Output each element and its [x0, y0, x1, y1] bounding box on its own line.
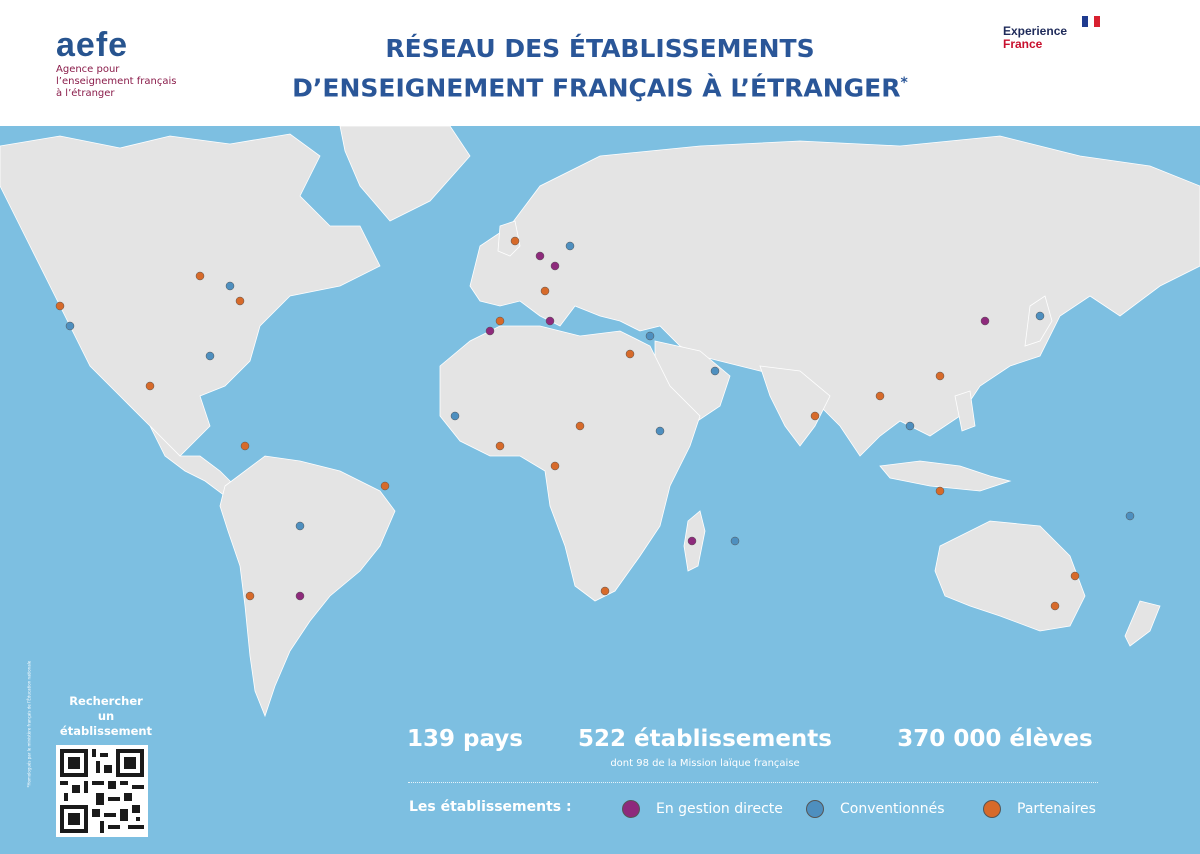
partner-logo-line-2: France — [1003, 37, 1043, 51]
logo-word: aefe — [56, 26, 129, 64]
school-marker — [730, 536, 740, 546]
school-marker — [935, 371, 945, 381]
school-marker — [550, 461, 560, 471]
legend-label: Conventionnés — [840, 801, 945, 817]
school-marker — [687, 536, 697, 546]
stat-schools-note: dont 98 de la Mission laïque française — [610, 758, 800, 769]
school-marker — [205, 351, 215, 361]
british-isles — [497, 220, 521, 257]
legend-item-conventionnes: Conventionnés — [806, 798, 945, 820]
school-marker — [540, 286, 550, 296]
school-marker — [55, 301, 65, 311]
school-marker — [1035, 311, 1045, 321]
school-marker — [235, 296, 245, 306]
school-marker — [625, 349, 635, 359]
qr-label: Rechercher un établissement — [56, 694, 156, 739]
eurasia — [469, 135, 1200, 457]
greenland — [339, 126, 471, 222]
logo-subtitle-line: à l’étranger — [56, 88, 115, 99]
legend-divider — [408, 782, 1098, 783]
philippines — [954, 390, 976, 432]
school-marker — [195, 271, 205, 281]
south-america — [219, 455, 396, 718]
school-marker — [145, 381, 155, 391]
continents — [0, 126, 1200, 718]
school-marker — [295, 591, 305, 601]
qr-label-line-1: Rechercher — [69, 694, 143, 708]
australia — [934, 520, 1086, 632]
school-marker — [510, 236, 520, 246]
japan — [1024, 295, 1053, 347]
school-marker — [485, 326, 495, 336]
school-marker — [535, 251, 545, 261]
legend-dot-icon — [983, 800, 1001, 818]
stat-schools: 522 établissements — [578, 726, 832, 752]
partner-logo-line-1: Experience — [1003, 24, 1068, 38]
africa — [439, 325, 701, 602]
logo-subtitle-line: Agence pour — [56, 64, 120, 75]
qr-search-block[interactable]: Rechercher un établissement — [56, 694, 156, 837]
legend-dot-icon — [806, 800, 824, 818]
school-marker — [245, 591, 255, 601]
school-marker — [240, 441, 250, 451]
header: aefe Agence pour l’enseignement français… — [0, 0, 1200, 126]
school-marker — [905, 421, 915, 431]
school-marker — [65, 321, 75, 331]
school-marker — [1050, 601, 1060, 611]
legend-title: Les établissements : — [409, 799, 572, 815]
school-marker — [575, 421, 585, 431]
qr-label-line-2: un établissement — [59, 709, 153, 738]
school-marker — [550, 261, 560, 271]
school-marker — [1125, 511, 1135, 521]
school-marker — [655, 426, 665, 436]
stat-countries: 139 pays — [407, 726, 523, 752]
qr-code[interactable] — [56, 745, 148, 837]
indonesia — [879, 460, 1012, 492]
school-marker — [1070, 571, 1080, 581]
logo-subtitle-line: l’enseignement français — [56, 76, 177, 87]
indian-subcontinent — [759, 365, 831, 447]
logo-subtitle: Agence pour l’enseignement français à l’… — [56, 64, 176, 100]
school-marker — [495, 441, 505, 451]
footnote: *Homologués par le ministère français de… — [24, 640, 34, 790]
school-markers — [55, 236, 1135, 611]
legend-label: En gestion directe — [656, 801, 783, 817]
title-line-1: RÉSEAU DES ÉTABLISSEMENTS — [385, 34, 815, 63]
legend-dot-icon — [622, 800, 640, 818]
school-marker — [600, 586, 610, 596]
title-line-2-text: D’ENSEIGNEMENT FRANÇAIS À L’ÉTRANGER — [292, 73, 901, 103]
school-marker — [810, 411, 820, 421]
school-marker — [980, 316, 990, 326]
school-marker — [545, 316, 555, 326]
school-marker — [225, 281, 235, 291]
school-marker — [875, 391, 885, 401]
stat-students: 370 000 élèves — [897, 726, 1093, 752]
school-marker — [380, 481, 390, 491]
school-marker — [295, 521, 305, 531]
school-marker — [710, 366, 720, 376]
french-flag-icon — [1082, 16, 1100, 27]
legend-item-partenaires: Partenaires — [983, 798, 1096, 820]
world-map — [0, 126, 1200, 854]
new-zealand — [1124, 600, 1161, 647]
school-marker — [935, 486, 945, 496]
page-title: RÉSEAU DES ÉTABLISSEMENTS D’ENSEIGNEMENT… — [230, 32, 970, 105]
school-marker — [645, 331, 655, 341]
legend-item-direct: En gestion directe — [622, 798, 783, 820]
footnote-text: *Homologués par le ministère français de… — [26, 660, 32, 788]
school-marker — [565, 241, 575, 251]
title-footnote-mark: * — [900, 75, 908, 91]
aefe-logo[interactable]: aefe Agence pour l’enseignement français… — [56, 26, 176, 100]
school-marker — [450, 411, 460, 421]
qr-code-icon — [60, 749, 144, 833]
school-marker — [495, 316, 505, 326]
title-line-2: D’ENSEIGNEMENT FRANÇAIS À L’ÉTRANGER* — [230, 66, 970, 105]
legend-label: Partenaires — [1017, 801, 1096, 817]
